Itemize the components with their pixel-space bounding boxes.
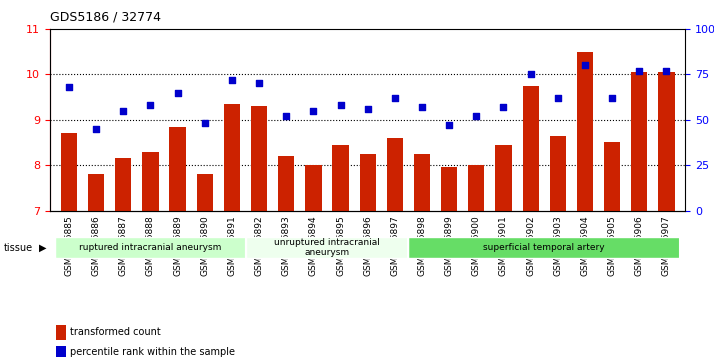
FancyBboxPatch shape bbox=[408, 237, 680, 258]
Point bbox=[118, 108, 129, 114]
Bar bbox=[631, 72, 648, 211]
Bar bbox=[577, 52, 593, 211]
Point bbox=[64, 84, 75, 90]
Text: unruptured intracranial
aneurysm: unruptured intracranial aneurysm bbox=[274, 238, 380, 257]
Bar bbox=[604, 143, 620, 211]
Text: tissue: tissue bbox=[4, 243, 33, 253]
Point bbox=[362, 106, 373, 112]
Text: GDS5186 / 32774: GDS5186 / 32774 bbox=[50, 11, 161, 24]
Point bbox=[633, 68, 645, 74]
Bar bbox=[468, 165, 485, 211]
Bar bbox=[169, 127, 186, 211]
Point bbox=[145, 102, 156, 108]
Bar bbox=[196, 174, 213, 211]
Point bbox=[335, 102, 346, 108]
Point bbox=[579, 62, 590, 68]
Point bbox=[308, 108, 319, 114]
Bar bbox=[61, 134, 77, 211]
Bar bbox=[550, 136, 566, 211]
Point bbox=[606, 95, 618, 101]
Bar bbox=[223, 104, 240, 211]
Point bbox=[443, 122, 455, 128]
Bar bbox=[441, 167, 458, 211]
Bar bbox=[88, 174, 104, 211]
Bar bbox=[56, 325, 66, 340]
Bar bbox=[414, 154, 430, 211]
Bar bbox=[306, 165, 321, 211]
Bar bbox=[523, 86, 539, 211]
Point bbox=[281, 113, 292, 119]
Bar bbox=[658, 72, 675, 211]
Point bbox=[416, 104, 428, 110]
Point bbox=[172, 90, 183, 95]
Text: ruptured intracranial aneurysm: ruptured intracranial aneurysm bbox=[79, 243, 221, 252]
Point bbox=[660, 68, 672, 74]
Bar bbox=[251, 106, 267, 211]
Point bbox=[389, 95, 401, 101]
Bar bbox=[115, 158, 131, 211]
Point bbox=[226, 77, 238, 83]
Point bbox=[199, 121, 211, 126]
Point bbox=[253, 81, 265, 86]
Text: transformed count: transformed count bbox=[70, 327, 161, 337]
Point bbox=[471, 113, 482, 119]
Point bbox=[91, 126, 102, 132]
Bar bbox=[496, 145, 512, 211]
Text: ▶: ▶ bbox=[39, 243, 46, 253]
Text: percentile rank within the sample: percentile rank within the sample bbox=[70, 347, 236, 356]
Bar bbox=[360, 154, 376, 211]
Bar bbox=[387, 138, 403, 211]
Bar bbox=[333, 145, 348, 211]
FancyBboxPatch shape bbox=[246, 237, 408, 258]
Point bbox=[498, 104, 509, 110]
Point bbox=[525, 72, 536, 77]
Bar bbox=[142, 151, 159, 211]
Bar bbox=[278, 156, 294, 211]
Point bbox=[552, 95, 563, 101]
FancyBboxPatch shape bbox=[56, 237, 246, 258]
Text: superficial temporal artery: superficial temporal artery bbox=[483, 243, 605, 252]
Bar bbox=[56, 346, 66, 357]
